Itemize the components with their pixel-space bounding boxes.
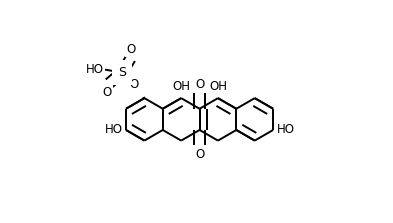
Text: S: S — [118, 66, 126, 79]
Text: O: O — [103, 86, 112, 99]
Text: O: O — [195, 78, 204, 91]
Text: HO: HO — [105, 124, 123, 136]
Text: O: O — [129, 78, 138, 91]
Text: OH: OH — [209, 80, 227, 93]
Text: OH: OH — [172, 80, 190, 93]
Text: HO: HO — [86, 63, 103, 76]
Text: HO: HO — [277, 124, 295, 136]
Text: O: O — [195, 148, 204, 161]
Text: O: O — [127, 43, 136, 56]
